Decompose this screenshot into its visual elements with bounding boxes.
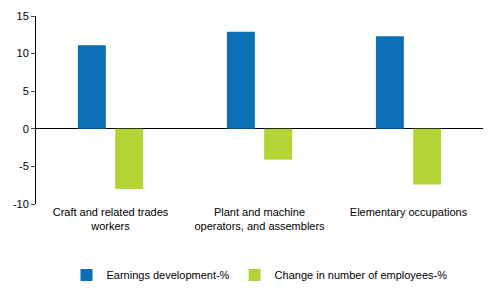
- svg-text:15: 15: [17, 10, 29, 22]
- svg-text:Change in number of employees-: Change in number of employees-%: [275, 269, 448, 281]
- svg-text:Elementary occupations: Elementary occupations: [350, 206, 468, 218]
- svg-text:0: 0: [23, 123, 29, 135]
- svg-text:10: 10: [17, 47, 29, 59]
- svg-text:-10: -10: [13, 198, 29, 210]
- svg-text:Craft and related tradesworker: Craft and related tradesworkers: [53, 206, 169, 232]
- svg-text:-5: -5: [19, 160, 29, 172]
- svg-text:Plant and machineoperators, an: Plant and machineoperators, and assemble…: [194, 206, 325, 232]
- svg-text:5: 5: [23, 85, 29, 97]
- svg-text:Earnings development-%: Earnings development-%: [107, 269, 230, 281]
